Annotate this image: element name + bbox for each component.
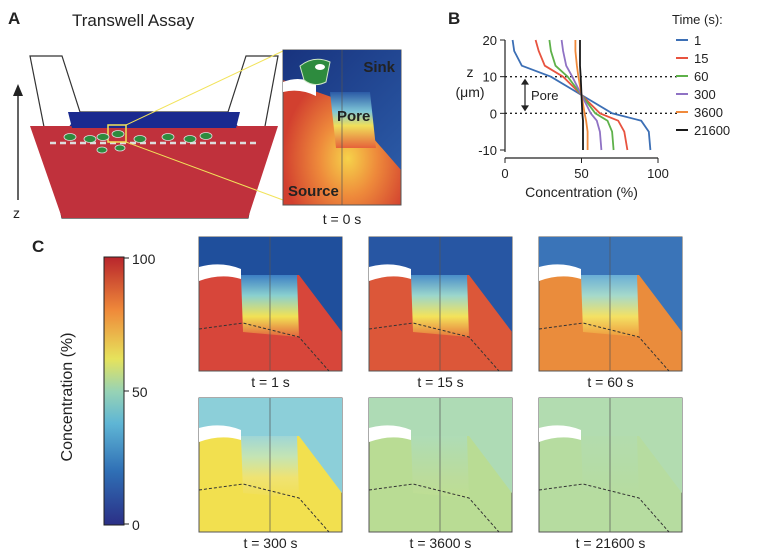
membrane-edge [368, 322, 500, 372]
colorbar [103, 256, 125, 526]
x-axis-label: Concentration (%) [525, 184, 638, 200]
x-tick-label: 0 [501, 166, 508, 181]
snapshot-tile: t = 1 s [198, 236, 343, 390]
membrane-cut [539, 425, 581, 442]
y-tick-label: 0 [490, 106, 497, 121]
concentration-chart: -10 0 10 20 0 50 100 Concentration (%) Pore [478, 33, 678, 200]
membrane-cut [539, 264, 581, 281]
x-tick-label: 50 [574, 166, 588, 181]
membrane-edge [538, 483, 670, 533]
membrane-edge [538, 322, 670, 372]
y-axis-label-unit: (μm) [455, 84, 484, 100]
panel-b: B z (μm) -10 0 10 20 0 50 100 Concentration (%)… [448, 9, 730, 200]
cells [63, 130, 213, 154]
inset-pore-region [330, 92, 376, 148]
y-axis-label-z: z [467, 64, 474, 80]
snapshot-tile: t = 21600 s [538, 397, 683, 551]
y-tick-label: 20 [483, 33, 497, 48]
snapshot-tile: t = 300 s [198, 397, 343, 551]
z-arrow: z [13, 84, 23, 221]
legend-label-300: 300 [694, 87, 716, 102]
legend-label-1: 1 [694, 33, 701, 48]
legend-label-15: 15 [694, 51, 708, 66]
colorbar-ticks: 100 50 0 [124, 251, 156, 533]
zoom-box [107, 124, 127, 143]
snapshot-caption: t = 60 s [587, 374, 633, 390]
sink-region [369, 398, 512, 493]
panel-a-title: Transwell Assay [72, 11, 195, 30]
upper-medium [68, 112, 240, 128]
snapshot-tile: t = 60 s [538, 236, 683, 390]
membrane-edge [198, 483, 330, 533]
transwell-cup [29, 50, 284, 219]
panel-a-letter: A [8, 9, 20, 28]
source-medium [30, 126, 278, 218]
z-axis-label: z [13, 205, 20, 221]
chart-legend: 1 15 60 300 3600 21600 [676, 33, 730, 138]
membrane-cut [369, 264, 411, 281]
cell-icon [299, 58, 331, 86]
snapshot-caption: t = 3600 s [410, 535, 472, 551]
membrane-edge [198, 322, 330, 372]
snapshot-caption: t = 21600 s [576, 535, 646, 551]
inset-caption: t = 0 s [323, 211, 362, 227]
sink-region [199, 237, 342, 332]
x-tick-label: 100 [647, 166, 669, 181]
snapshot-caption: t = 300 s [243, 535, 297, 551]
y-tick-label: 10 [483, 70, 497, 85]
series-line-21600 [579, 40, 584, 150]
membrane-cut [199, 425, 241, 442]
zoom-line-bottom [125, 141, 284, 201]
panel-b-letter: B [448, 9, 460, 28]
colorbar-tick-100: 100 [132, 251, 156, 267]
snapshot-tile: t = 3600 s [368, 397, 513, 551]
snapshot-caption: t = 15 s [417, 374, 463, 390]
inset-source-label: Source [288, 183, 339, 200]
membrane-edge [368, 483, 500, 533]
colorbar-tick-50: 50 [132, 384, 148, 400]
colorbar-label: Concentration (%) [59, 333, 76, 462]
panel-a: A Transwell Assay [8, 9, 402, 227]
legend-label-60: 60 [694, 69, 708, 84]
inset-pore-label: Pore [337, 108, 370, 125]
sink-region [539, 237, 682, 332]
zoom-line-top [125, 50, 284, 126]
inset-membrane-cut [283, 78, 316, 96]
sink-region [199, 398, 342, 493]
colorbar-tick-0: 0 [132, 517, 140, 533]
pore-annotation: Pore [531, 88, 558, 103]
snapshot-tile: t = 15 s [368, 236, 513, 390]
pore-inset: Sink Pore Source t = 0 s [282, 49, 402, 227]
snapshot-grid: t = 1 s t = 15 s t = 60 s t = 300 s t = 3600… [198, 236, 683, 551]
arrow-head-up [521, 78, 529, 85]
panel-c-letter: C [32, 237, 44, 256]
y-tick-label: -10 [478, 143, 497, 158]
snapshot-caption: t = 1 s [251, 374, 290, 390]
sink-region [539, 398, 682, 493]
legend-label-3600: 3600 [694, 105, 723, 120]
arrow-head-down [521, 105, 529, 112]
inset-sink-label: Sink [363, 59, 395, 76]
legend-label-21600: 21600 [694, 123, 730, 138]
cell-nucleus-icon [315, 64, 325, 70]
membrane-cut [369, 425, 411, 442]
sink-region [369, 237, 512, 332]
membrane-cut [199, 264, 241, 281]
legend-title: Time (s): [672, 12, 723, 27]
